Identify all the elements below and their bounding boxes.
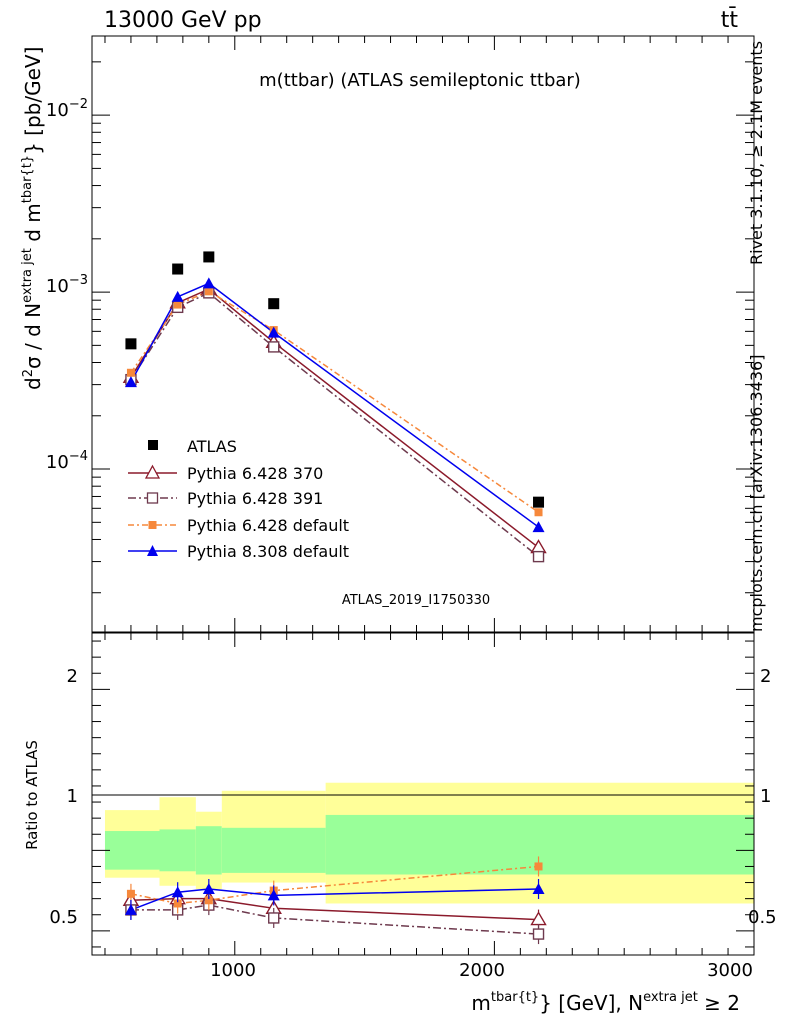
y-tick-label-1e-4: 10−4 [46, 449, 88, 473]
ratio-point-pythia-6-428-391 [532, 928, 545, 940]
ratio-point-pythia-6-428-391 [268, 912, 280, 924]
inner-uncertainty-band [221, 827, 326, 873]
data-point-atlas [203, 251, 215, 263]
ratio-point-pythia-6-428-default [534, 862, 543, 871]
data-point-pythia-6-428-370 [530, 539, 547, 554]
data-point-pythia-6-428-default [173, 300, 182, 309]
ratio-point-pythia-8-308-default [267, 889, 280, 901]
legend: ATLAS Pythia 6.428 370 Pythia 6.428 391 … [128, 437, 349, 561]
data-point-atlas [533, 496, 545, 508]
ratio-y-tick-1-left: 1 [67, 786, 78, 807]
legend-entry-pythia6-370: Pythia 6.428 370 [128, 464, 323, 483]
ratio-panel: Ratio to ATLAS 2 1 0.5 2 1 0.5 1000 2000… [23, 632, 777, 1015]
x-tick-label-2000: 2000 [459, 960, 505, 981]
x-tick-label-1000: 1000 [210, 960, 256, 981]
ratio-line-pythia-6-428-391 [130, 904, 539, 935]
legend-label-pythia8-default: Pythia 8.308 default [187, 542, 349, 561]
mcplots-label: mcplots.cern.ch [arXiv:1306.3436] [747, 355, 766, 632]
main-panel-frame [91, 35, 755, 633]
legend-entry-pythia6-391: Pythia 6.428 391 [128, 489, 323, 508]
data-point-pythia-8-308-default [202, 277, 215, 289]
data-point-pythia-6-428-default [204, 287, 213, 296]
ratio-point-pythia-8-308-default [202, 882, 215, 894]
ratio-point-pythia-6-428-default [126, 889, 135, 898]
ratio-y-axis-label: Ratio to ATLAS [23, 740, 41, 850]
legend-label-pythia6-370: Pythia 6.428 370 [187, 464, 323, 483]
data-point-pythia-6-428-391 [268, 341, 280, 353]
ratio-y-tick-2-left: 2 [67, 666, 78, 687]
main-panel-series [122, 251, 547, 563]
ratio-panel-series [122, 856, 547, 945]
header-beam-label: 13000 GeV pp [104, 8, 262, 33]
data-point-pythia-8-308-default [124, 376, 137, 388]
ratio-panel-ticks [92, 633, 755, 955]
legend-entry-pythia8-default: Pythia 8.308 default [128, 542, 349, 561]
legend-label-atlas: ATLAS [187, 437, 237, 456]
ratio-y-tick-1-right: 1 [760, 786, 771, 807]
plot-title: m(ttbar) (ATLAS semileptonic ttbar) [259, 70, 581, 91]
uncertainty-bands [104, 782, 754, 904]
ratio-point-pythia-8-308-default [171, 886, 184, 898]
x-axis-label: mtbar{t}} [GeV], Nextra jet ≥ 2 [471, 990, 740, 1015]
ratio-point-pythia-6-428-default [204, 896, 213, 905]
ratio-point-pythia-8-308-default [124, 903, 137, 915]
data-point-atlas [125, 338, 137, 350]
legend-label-pythia6-391: Pythia 6.428 391 [187, 489, 323, 508]
main-y-axis-label: d2σ / d Nextra jet d mtbar{t}} [pb/GeV] [20, 47, 45, 390]
ratio-point-pythia-8-308-default [532, 882, 545, 894]
header-process-label: tt̄ [721, 7, 739, 33]
analysis-watermark: ATLAS_2019_I1750330 [342, 593, 490, 608]
ratio-y-tick-05-left: 0.5 [49, 907, 78, 928]
legend-entry-atlas: ATLAS [148, 437, 237, 456]
x-tick-label-3000: 3000 [707, 960, 753, 981]
ratio-panel-frame [91, 632, 755, 956]
data-point-atlas [172, 263, 184, 275]
data-point-pythia-6-428-391 [532, 550, 545, 563]
main-panel-ticks [92, 36, 755, 632]
data-point-pythia-8-308-default [171, 290, 184, 302]
legend-entry-pythia6-default: Pythia 6.428 default [128, 516, 349, 535]
rivet-version-label: Rivet 3.1.10, ≥ 2.1M events [747, 41, 766, 265]
ratio-y-tick-2-right: 2 [760, 666, 771, 687]
y-tick-label-1e-3: 10−3 [46, 273, 88, 297]
ratio-point-pythia-6-428-default [173, 899, 182, 908]
inner-uncertainty-band [159, 829, 196, 872]
inner-uncertainty-band [195, 826, 222, 875]
data-point-pythia-6-428-default [126, 368, 135, 377]
main-panel: m(ttbar) (ATLAS semileptonic ttbar) ATLA… [20, 35, 755, 633]
inner-uncertainty-band [104, 831, 160, 870]
ratio-point-pythia-6-428-370 [530, 911, 547, 926]
y-tick-label-1e-2: 10−2 [46, 97, 88, 121]
data-point-pythia-8-308-default [267, 326, 280, 338]
ratio-y-tick-05-right: 0.5 [748, 907, 777, 928]
data-point-pythia-6-428-default [534, 508, 543, 517]
data-point-pythia-8-308-default [532, 521, 545, 533]
data-point-atlas [268, 298, 280, 310]
legend-label-pythia6-default: Pythia 6.428 default [187, 516, 349, 535]
